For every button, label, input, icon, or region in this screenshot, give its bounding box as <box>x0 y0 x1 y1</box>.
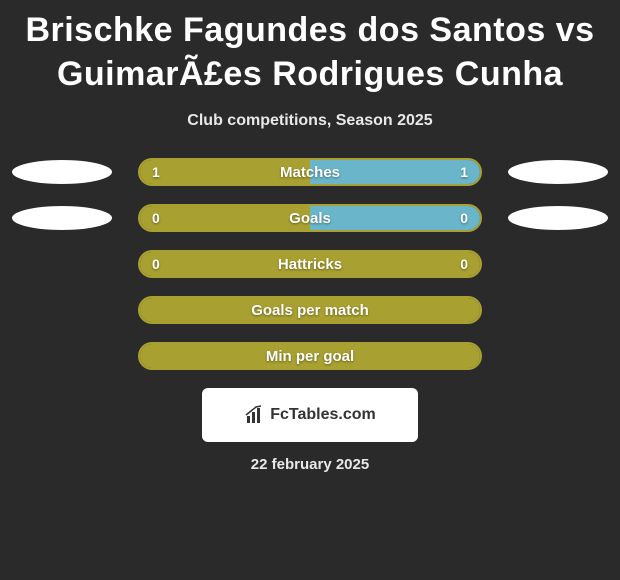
stat-label: Goals <box>140 206 480 230</box>
footer-date: 22 february 2025 <box>10 456 610 473</box>
comparison-card: Brischke Fagundes dos Santos vs GuimarÃ£… <box>0 0 620 473</box>
stat-row: 00Hattricks <box>10 250 610 278</box>
stat-row: Goals per match <box>10 296 610 324</box>
stat-row: 00Goals <box>10 204 610 232</box>
stat-row: Min per goal <box>10 342 610 370</box>
team-badge-right <box>508 206 608 230</box>
stat-label: Goals per match <box>140 298 480 322</box>
page-title: Brischke Fagundes dos Santos vs GuimarÃ£… <box>10 0 610 96</box>
bars-icon <box>244 404 266 426</box>
brand-badge[interactable]: FcTables.com <box>202 388 418 442</box>
stat-bar: 00Hattricks <box>138 250 482 278</box>
page-subtitle: Club competitions, Season 2025 <box>10 112 610 130</box>
stat-label: Hattricks <box>140 252 480 276</box>
brand-text: FcTables.com <box>270 406 376 424</box>
stat-row: 11Matches <box>10 158 610 186</box>
team-badge-left <box>12 160 112 184</box>
stat-bar: 11Matches <box>138 158 482 186</box>
stat-label: Matches <box>140 160 480 184</box>
team-badge-left <box>12 206 112 230</box>
stat-bar: 00Goals <box>138 204 482 232</box>
team-badge-right <box>508 160 608 184</box>
stats-list: 11Matches 00Goals 00Hattricks Goals per mat… <box>10 158 610 370</box>
stat-label: Min per goal <box>140 344 480 368</box>
stat-bar: Goals per match <box>138 296 482 324</box>
stat-bar: Min per goal <box>138 342 482 370</box>
